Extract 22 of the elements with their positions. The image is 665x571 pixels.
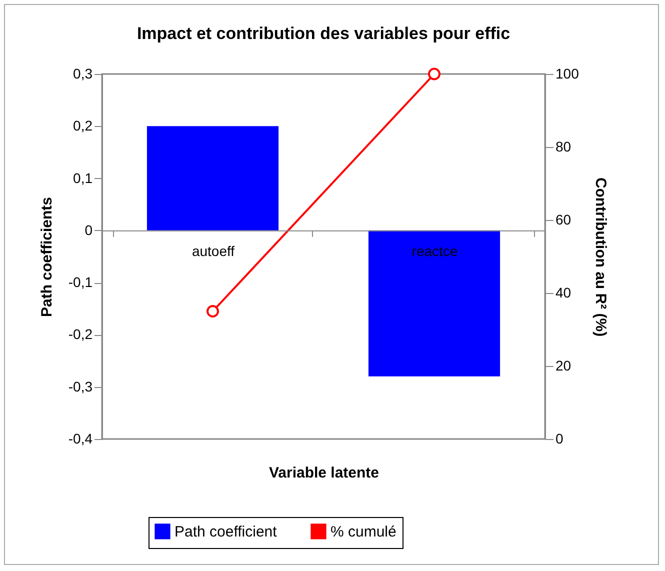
y2-tick-label: 60 xyxy=(556,212,572,228)
y2-tick-label: 80 xyxy=(556,138,572,154)
y-tick-label: -0,1 xyxy=(68,274,93,290)
x-axis-title: Variable latente xyxy=(268,464,380,482)
y-tick-label: -0,2 xyxy=(68,326,93,342)
y-tick-label: -0,3 xyxy=(68,378,93,394)
y-tick-label: 0,3 xyxy=(73,66,93,82)
x-tick-label: reactce xyxy=(412,242,458,259)
y2-tick-label: 20 xyxy=(556,358,572,374)
y-tick-label: 0,1 xyxy=(73,170,93,186)
y2-tick-label: 0 xyxy=(556,430,564,446)
legend-label: % cumulé xyxy=(330,523,396,540)
legend-label: Path coefficient xyxy=(174,523,278,540)
x-tick-label: autoeff xyxy=(192,242,235,259)
y-tick-label: 0 xyxy=(84,222,93,238)
y2-tick-label: 100 xyxy=(556,66,580,82)
y-axis-title: Path coefficients xyxy=(38,196,56,318)
y2-tick-label: 40 xyxy=(556,284,572,300)
y-tick-label: -0,4 xyxy=(68,430,93,446)
y-tick-label: 0,2 xyxy=(73,118,93,134)
chart-title: Impact et contribution des variables pour effic xyxy=(136,24,510,43)
y2-axis-title: Contribution au R² (%) xyxy=(592,177,609,337)
